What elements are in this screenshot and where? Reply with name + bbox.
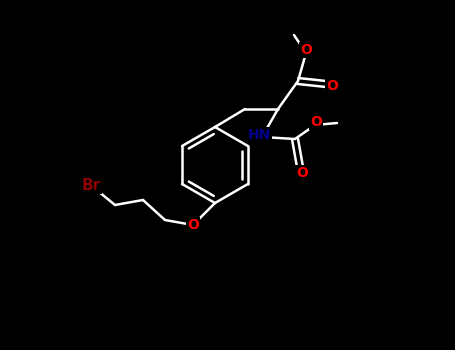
Text: Br: Br [81, 177, 101, 192]
Text: O: O [300, 43, 312, 57]
Text: O: O [187, 218, 199, 232]
Text: HN: HN [248, 128, 271, 142]
Text: O: O [296, 166, 308, 180]
Text: O: O [326, 79, 338, 93]
Text: O: O [310, 115, 322, 129]
